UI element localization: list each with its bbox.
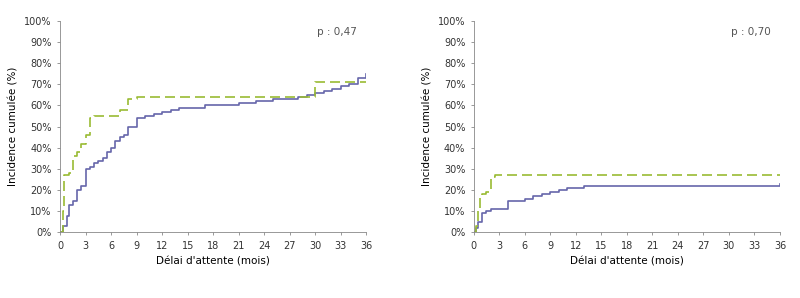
Text: p : 0,47: p : 0,47 <box>318 27 357 37</box>
Y-axis label: Incidence cumulée (%): Incidence cumulée (%) <box>9 67 18 186</box>
Y-axis label: Incidence cumulée (%): Incidence cumulée (%) <box>422 67 432 186</box>
Text: p : 0,70: p : 0,70 <box>731 27 771 37</box>
X-axis label: Délai d'attente (mois): Délai d'attente (mois) <box>156 256 270 266</box>
X-axis label: Délai d'attente (mois): Délai d'attente (mois) <box>570 256 684 266</box>
